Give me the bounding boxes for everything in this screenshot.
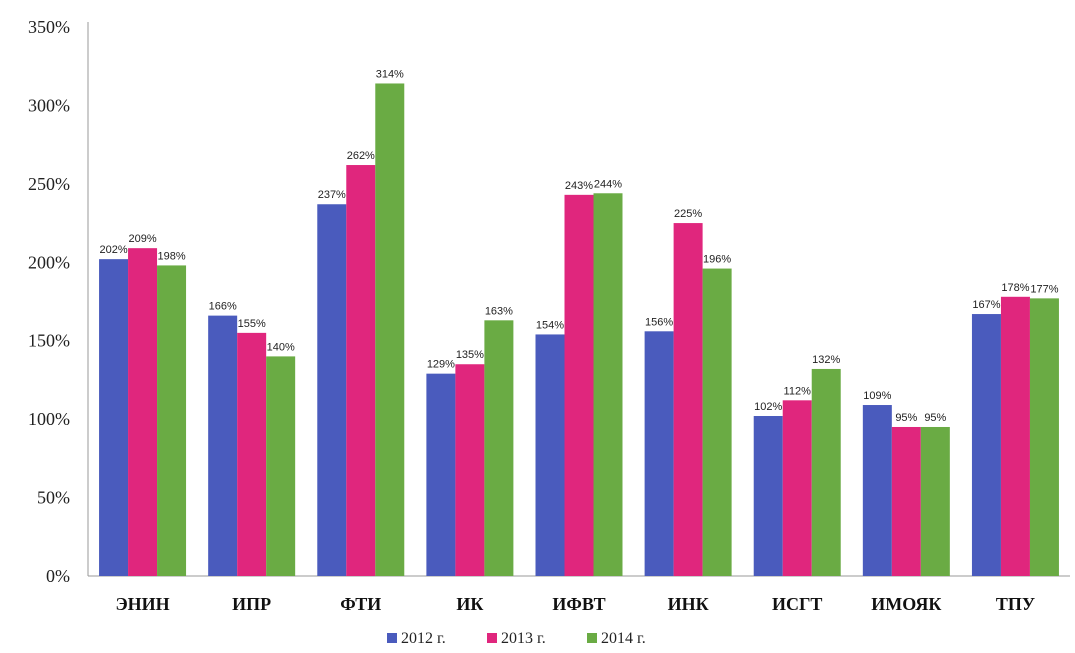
y-tick-label: 300% bbox=[28, 95, 70, 115]
x-tick-label: ИПР bbox=[232, 594, 271, 614]
data-label: 209% bbox=[128, 233, 156, 245]
bar-ИМОЯК-0 bbox=[862, 405, 892, 576]
data-labels-group: 202%209%198% 166%155%140% 237% 262% 314% 129%… bbox=[99, 68, 1058, 424]
data-label: 95% bbox=[895, 412, 917, 424]
data-label: 262% bbox=[347, 150, 375, 162]
bar-ИФВТ-1 bbox=[564, 194, 594, 576]
legend: 2012 г. 2013 г. 2014 г. bbox=[387, 630, 646, 647]
bar-ФТИ-1 bbox=[346, 165, 376, 576]
bar-ИПР-0 bbox=[208, 315, 238, 576]
bar-ИНК-2 bbox=[702, 268, 732, 576]
x-tick-label: ИНК bbox=[668, 594, 709, 614]
data-label: 167% bbox=[972, 299, 1000, 311]
data-label: 102% bbox=[754, 401, 782, 413]
bar-ИПР-1 bbox=[237, 332, 267, 576]
data-label: 196% bbox=[703, 254, 731, 266]
y-tick-label: 350% bbox=[28, 17, 70, 37]
x-tick-label: ИСГТ bbox=[772, 594, 822, 614]
bar-ИМОЯК-2 bbox=[920, 426, 950, 576]
data-label: 225% bbox=[674, 208, 702, 220]
bar-ФТИ-2 bbox=[375, 83, 405, 577]
data-label: 135% bbox=[456, 349, 484, 361]
bar-ЭНИН-0 bbox=[99, 259, 129, 576]
x-tick-label: ЭНИН bbox=[115, 594, 169, 614]
x-tick-label: ТПУ bbox=[996, 594, 1035, 614]
x-tick-label: ФТИ bbox=[340, 594, 381, 614]
bar-ИНК-0 bbox=[644, 331, 674, 576]
x-axis-ticks: ЭНИН ИПР ФТИ ИК ИФВТ ИНК ИСГТ ИМОЯК ТПУ bbox=[115, 594, 1035, 614]
legend-label: 2014 г. bbox=[601, 630, 646, 647]
legend-swatch bbox=[587, 633, 597, 643]
legend-swatch bbox=[487, 633, 497, 643]
bar-ИФВТ-0 bbox=[535, 334, 565, 576]
data-label: 112% bbox=[784, 385, 812, 397]
bar-ИК-1 bbox=[455, 364, 485, 576]
data-label: 314% bbox=[376, 68, 404, 80]
bar-ИСГТ-0 bbox=[753, 416, 783, 576]
y-tick-label: 100% bbox=[28, 409, 70, 429]
data-label: 198% bbox=[157, 250, 185, 262]
legend-label: 2012 г. bbox=[401, 630, 446, 647]
bar-ЭНИН-2 bbox=[157, 265, 187, 576]
y-axis-ticks: 0% 50% 100% 150% 200% 250% 300% 350% bbox=[28, 17, 70, 586]
y-tick-label: 200% bbox=[28, 252, 70, 272]
bar-ИСГТ-2 bbox=[811, 368, 841, 576]
bar-ИПР-2 bbox=[266, 356, 296, 576]
bar-ТПУ-1 bbox=[1000, 296, 1030, 576]
data-label: 243% bbox=[565, 180, 593, 192]
data-label: 163% bbox=[485, 305, 513, 317]
data-label: 95% bbox=[924, 412, 946, 424]
x-tick-label: ИМОЯК bbox=[871, 594, 941, 614]
x-tick-label: ИК bbox=[456, 594, 483, 614]
bar-ТПУ-2 bbox=[1029, 298, 1059, 576]
data-label: 177% bbox=[1030, 283, 1058, 295]
y-tick-label: 250% bbox=[28, 174, 70, 194]
data-label: 154% bbox=[536, 319, 564, 331]
bar-ИК-2 bbox=[484, 320, 514, 576]
bar-ИНК-1 bbox=[673, 223, 703, 577]
bar-ЭНИН-1 bbox=[128, 248, 158, 576]
data-label: 156% bbox=[645, 316, 673, 328]
bar-ИСГТ-1 bbox=[782, 400, 812, 576]
bar-ИМОЯК-1 bbox=[891, 426, 921, 576]
data-label: 178% bbox=[1001, 282, 1029, 294]
legend-swatch bbox=[387, 633, 397, 643]
bar-ТПУ-0 bbox=[971, 314, 1001, 576]
data-label: 237% bbox=[318, 189, 346, 201]
bar-ИК-0 bbox=[426, 373, 456, 576]
bar-ФТИ-0 bbox=[317, 204, 347, 576]
data-label: 129% bbox=[427, 359, 455, 371]
data-label: 244% bbox=[594, 178, 622, 190]
y-tick-label: 50% bbox=[37, 488, 70, 508]
bars-group bbox=[99, 83, 1059, 577]
data-label: 132% bbox=[812, 354, 840, 366]
legend-label: 2013 г. bbox=[501, 630, 546, 647]
data-label: 155% bbox=[238, 318, 266, 330]
data-label: 109% bbox=[863, 390, 891, 402]
data-label: 202% bbox=[99, 244, 127, 256]
y-tick-label: 0% bbox=[46, 566, 70, 586]
bar-ИФВТ-2 bbox=[593, 193, 623, 577]
y-tick-label: 150% bbox=[28, 331, 70, 351]
x-tick-label: ИФВТ bbox=[552, 594, 605, 614]
data-label: 140% bbox=[267, 341, 295, 353]
data-label: 166% bbox=[209, 301, 237, 313]
